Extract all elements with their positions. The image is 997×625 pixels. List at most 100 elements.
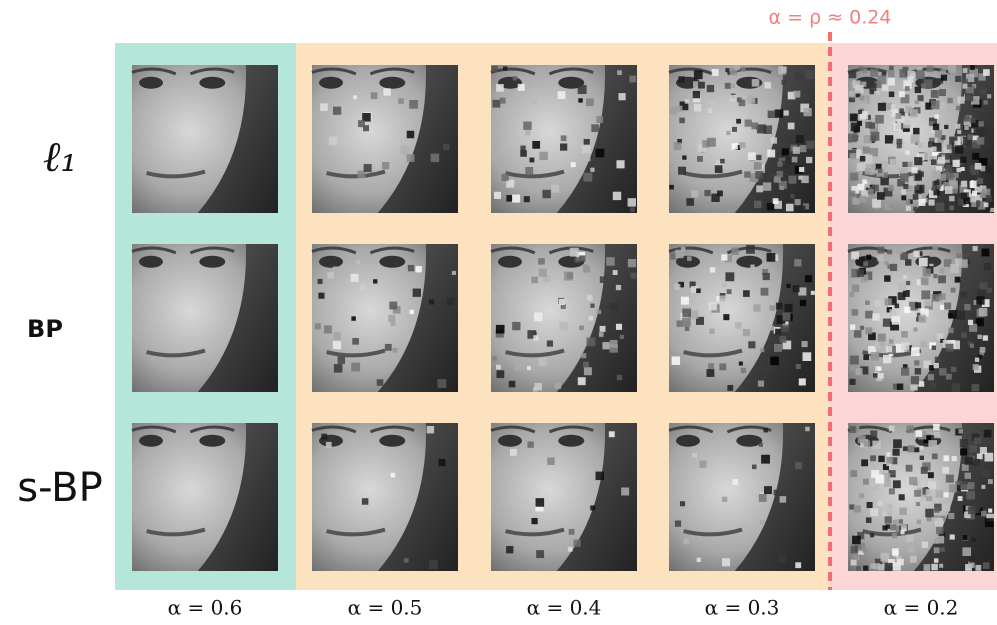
noise bbox=[706, 137, 716, 147]
noise bbox=[538, 357, 547, 366]
noise bbox=[680, 246, 686, 252]
noise bbox=[979, 350, 985, 356]
noise bbox=[617, 70, 622, 75]
noise bbox=[981, 248, 990, 257]
noise bbox=[901, 523, 907, 529]
mouth bbox=[146, 169, 206, 179]
eye bbox=[199, 255, 226, 268]
noise bbox=[939, 293, 946, 300]
noise bbox=[937, 136, 945, 143]
noise bbox=[903, 80, 912, 89]
noise bbox=[616, 160, 625, 169]
noise bbox=[976, 137, 985, 145]
noise bbox=[927, 374, 934, 381]
noise bbox=[851, 284, 860, 292]
noise bbox=[527, 441, 534, 448]
noise bbox=[753, 162, 762, 170]
noise bbox=[897, 558, 904, 566]
noise bbox=[976, 453, 983, 460]
noise bbox=[971, 119, 980, 128]
noise bbox=[578, 98, 583, 103]
noise bbox=[773, 175, 781, 183]
noise bbox=[751, 464, 757, 470]
noise bbox=[884, 516, 892, 524]
noise bbox=[957, 96, 965, 104]
noise bbox=[910, 383, 918, 391]
noise bbox=[892, 448, 900, 456]
noise bbox=[875, 114, 884, 124]
noise bbox=[621, 487, 630, 496]
noise bbox=[905, 150, 910, 155]
noise bbox=[978, 73, 986, 81]
noise bbox=[933, 362, 939, 369]
noise bbox=[983, 69, 990, 76]
noise bbox=[757, 124, 767, 134]
noise bbox=[619, 334, 624, 339]
noise bbox=[897, 292, 906, 301]
noise bbox=[898, 494, 905, 501]
noise bbox=[850, 113, 858, 122]
noise bbox=[496, 370, 505, 379]
noise bbox=[538, 268, 547, 277]
noise bbox=[751, 79, 760, 87]
noise bbox=[547, 457, 555, 465]
noise bbox=[851, 251, 860, 260]
row-label: BP bbox=[27, 315, 63, 343]
noise bbox=[314, 323, 321, 330]
noise bbox=[919, 455, 925, 460]
noise bbox=[690, 286, 698, 293]
noise bbox=[970, 65, 975, 70]
noise bbox=[949, 205, 954, 211]
noise bbox=[517, 83, 525, 91]
noise bbox=[677, 138, 682, 144]
noise bbox=[508, 380, 516, 388]
noise bbox=[963, 197, 971, 205]
noise bbox=[877, 366, 882, 371]
noise bbox=[977, 178, 984, 184]
noise bbox=[985, 205, 991, 211]
noise bbox=[940, 338, 945, 344]
noise bbox=[856, 566, 861, 571]
noise bbox=[862, 146, 870, 154]
noise bbox=[734, 65, 740, 71]
noise bbox=[753, 200, 762, 209]
noise bbox=[887, 510, 893, 517]
noise bbox=[987, 332, 994, 339]
noise bbox=[935, 526, 944, 535]
noise bbox=[957, 129, 962, 134]
noise bbox=[764, 486, 772, 495]
noise bbox=[901, 525, 907, 532]
noise bbox=[766, 252, 776, 262]
mouth bbox=[146, 348, 206, 358]
noise bbox=[853, 505, 861, 513]
brow bbox=[490, 425, 594, 434]
noise bbox=[866, 501, 873, 509]
noise bbox=[870, 131, 880, 141]
noise bbox=[959, 481, 968, 491]
noise bbox=[922, 268, 931, 277]
noise bbox=[785, 156, 794, 166]
noise bbox=[798, 287, 807, 296]
noise bbox=[721, 254, 728, 261]
noise bbox=[333, 332, 341, 340]
noise bbox=[870, 563, 876, 569]
noise bbox=[606, 257, 615, 266]
noise bbox=[542, 450, 550, 458]
noise bbox=[934, 129, 943, 138]
noise bbox=[964, 93, 974, 102]
noise bbox=[865, 300, 870, 305]
noise bbox=[963, 119, 972, 127]
hair bbox=[556, 423, 637, 571]
noise bbox=[974, 185, 982, 193]
noise bbox=[533, 312, 543, 322]
noise bbox=[707, 108, 713, 114]
noise bbox=[909, 109, 918, 118]
eye bbox=[199, 76, 226, 89]
noise bbox=[930, 159, 937, 166]
noise bbox=[506, 546, 514, 554]
noise bbox=[492, 99, 501, 108]
noise bbox=[764, 82, 771, 89]
noise bbox=[560, 303, 566, 309]
noise bbox=[933, 431, 941, 439]
noise bbox=[595, 148, 605, 158]
